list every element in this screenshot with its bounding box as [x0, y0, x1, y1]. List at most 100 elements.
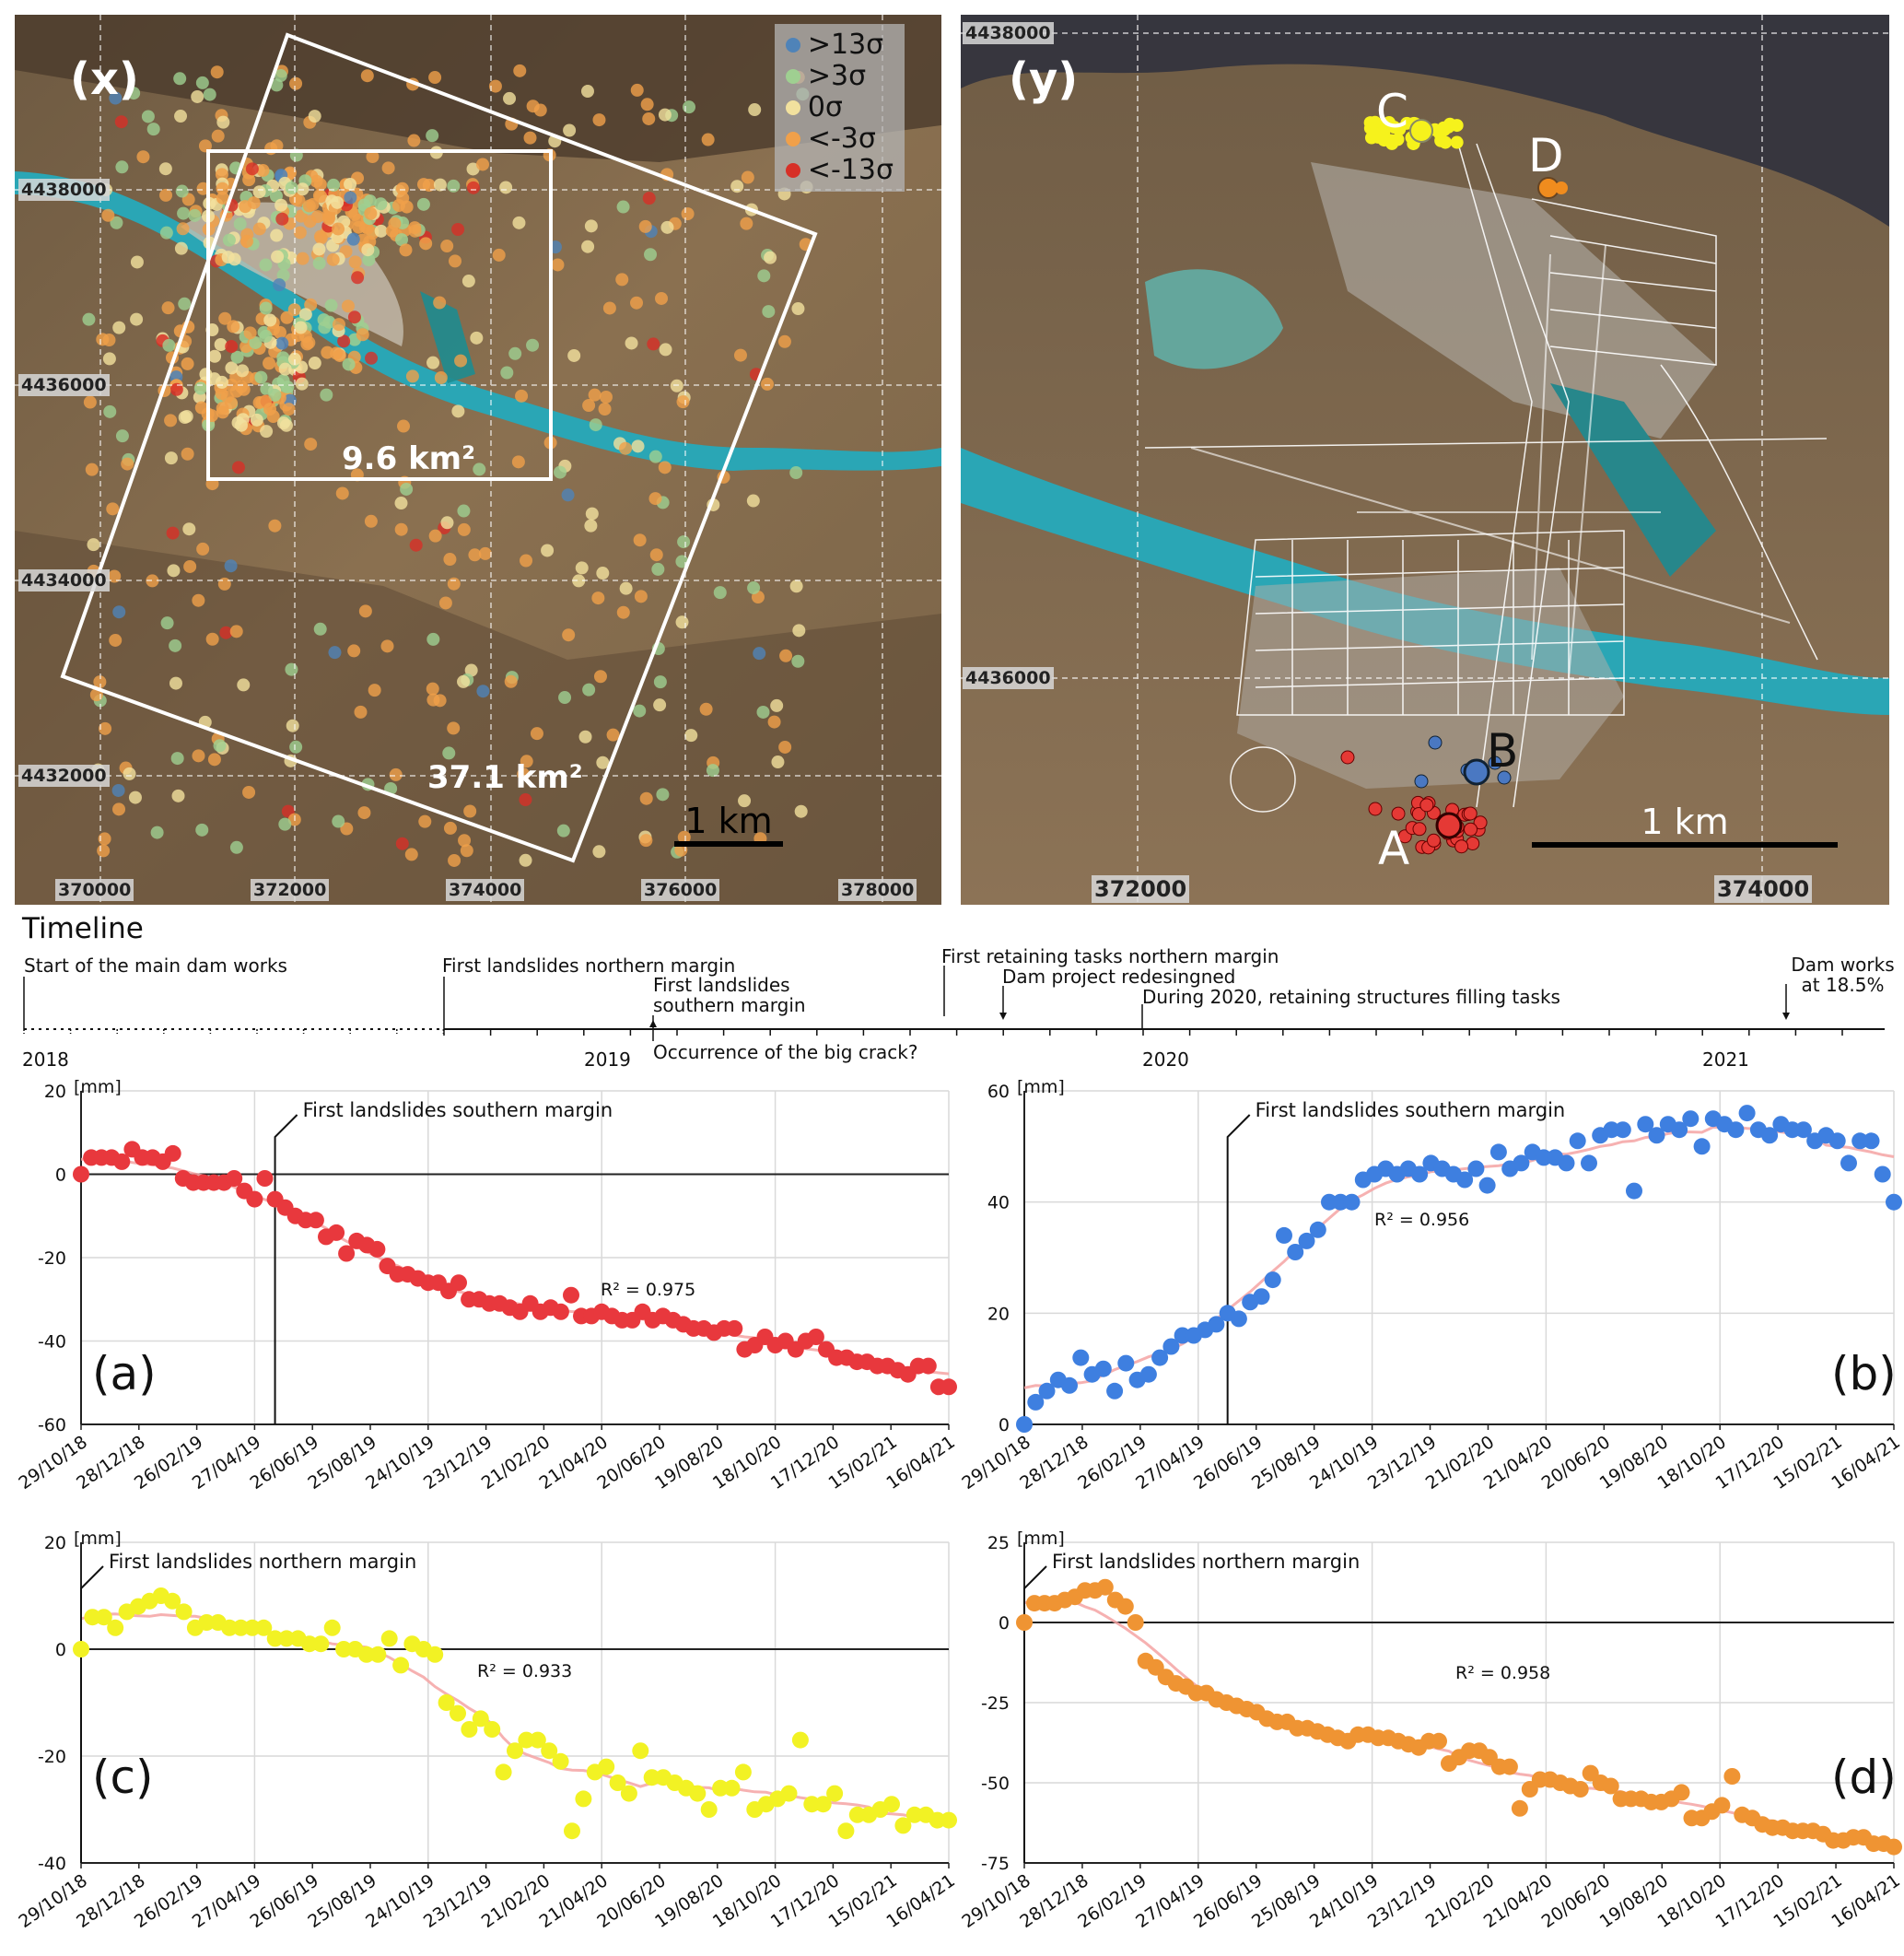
insar-point [99, 721, 112, 735]
data-point [1116, 1598, 1134, 1615]
map-x: (x) >13σ >3σ 0σ <-3σ <-13σ 4438000 4436000 4… [15, 15, 941, 905]
insar-point [174, 241, 188, 255]
scale-bar-label: 1 km [1641, 802, 1729, 842]
insar-point [115, 429, 129, 443]
legend-label: <-3σ [807, 123, 876, 155]
insar-point [619, 581, 633, 595]
northing-label: 4432000 [18, 765, 110, 787]
insar-point [176, 222, 190, 236]
insar-point [1375, 130, 1389, 144]
data-point [919, 1357, 937, 1375]
data-point [1535, 1149, 1552, 1166]
insar-point [82, 312, 96, 326]
insar-point [110, 216, 123, 229]
r-squared-label: R² = 0.958 [1455, 1663, 1550, 1683]
data-point [1139, 1365, 1157, 1383]
insar-point [188, 208, 202, 222]
insar-point [195, 76, 209, 89]
insar-point [647, 337, 660, 351]
insar-point [523, 131, 537, 145]
insar-point [234, 418, 248, 432]
insar-point [243, 326, 257, 340]
insar-point [658, 461, 672, 474]
easting-label: 374000 [446, 879, 525, 901]
data-point [307, 1212, 324, 1229]
insar-point [767, 715, 781, 729]
data-point [1253, 1288, 1270, 1306]
data-point [826, 1785, 844, 1802]
insar-point [121, 457, 134, 471]
data-point [1016, 1416, 1033, 1433]
data-point [1094, 1360, 1112, 1377]
insar-point [258, 394, 272, 408]
insar-point [344, 191, 357, 205]
insar-point [183, 559, 197, 573]
data-point [438, 1694, 455, 1711]
insar-point [396, 192, 410, 205]
data-point [380, 1630, 398, 1647]
data-point [1614, 1121, 1631, 1139]
insar-point [222, 233, 236, 247]
data-point [803, 1796, 821, 1813]
data-point [1513, 1154, 1530, 1172]
trend-line [1023, 1598, 1895, 1844]
insar-point [358, 604, 372, 618]
insar-point [271, 250, 285, 264]
insar-point [146, 574, 159, 588]
insar-point [747, 581, 761, 595]
insar-point [218, 311, 232, 325]
insar-point [101, 208, 115, 222]
point-a-marker [1435, 812, 1463, 839]
northing-label: 4438000 [18, 179, 110, 201]
insar-point [287, 352, 301, 366]
map-y: (y) 4438000 4436000 372000 374000 A B C … [961, 15, 1889, 905]
insar-point [236, 364, 250, 378]
y-tick-label: -25 [981, 1693, 1010, 1714]
data-point [1343, 1193, 1361, 1211]
insar-point [701, 133, 715, 146]
insar-point [580, 85, 594, 99]
insar-point [451, 404, 465, 418]
insar-point [458, 834, 472, 848]
insar-point [1426, 833, 1441, 848]
insar-point [476, 158, 490, 171]
data-point [940, 1378, 957, 1396]
insar-point [771, 755, 785, 769]
insar-point [228, 252, 241, 266]
insar-point [318, 321, 332, 334]
insar-point [342, 357, 356, 371]
insar-point [313, 622, 327, 636]
insar-point [195, 823, 209, 837]
insar-point [443, 821, 457, 835]
data-point [84, 1609, 101, 1626]
data-point [1682, 1110, 1700, 1128]
r-squared-label: R² = 0.933 [477, 1661, 572, 1681]
insar-point [321, 346, 334, 359]
insar-point [196, 542, 210, 556]
data-point [1874, 1165, 1891, 1183]
data-point [598, 1758, 615, 1775]
insar-point [234, 380, 248, 393]
insar-point [136, 150, 150, 164]
data-point [1794, 1121, 1812, 1139]
insar-point [1414, 774, 1429, 789]
data-point [1626, 1182, 1642, 1200]
insar-point [558, 691, 572, 705]
data-point [1673, 1784, 1690, 1801]
y-unit-label: [mm] [74, 1528, 122, 1549]
panel-label: (a) [92, 1347, 157, 1400]
insar-point [1411, 807, 1426, 822]
insar-point [426, 693, 440, 707]
insar-point [713, 586, 727, 600]
insar-points-x [82, 64, 813, 867]
insar-point [216, 191, 229, 205]
insar-point [130, 312, 144, 326]
insar-point [357, 806, 371, 820]
easting-label: 378000 [838, 879, 917, 901]
insar-point [419, 237, 433, 251]
legend-item: 0σ [785, 92, 894, 123]
y-tick-label: 0 [55, 1640, 66, 1660]
insar-point [112, 605, 126, 619]
data-point [495, 1763, 512, 1781]
insar-point [659, 343, 672, 357]
